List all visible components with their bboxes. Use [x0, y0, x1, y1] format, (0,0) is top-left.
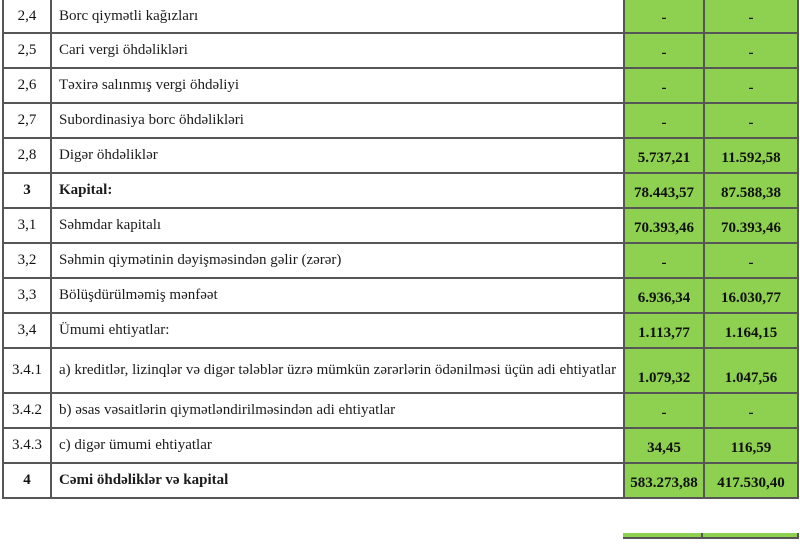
value-col1-cell: 5.737,21 — [623, 137, 705, 174]
label-cell: b) əsas vəsaitlərin qiymətləndirilməsind… — [50, 392, 625, 429]
table-row: 3,3 Bölüşdürülməmiş mənfəət 6.936,34 16.… — [2, 277, 799, 314]
row-number-cell: 3.4.2 — [2, 392, 52, 429]
value-col1-cell: - — [623, 67, 705, 104]
value-col1-cell: 1.113,77 — [623, 312, 705, 349]
row-number-cell: 3.4.1 — [2, 347, 52, 394]
value-col2-cell: - — [703, 242, 799, 279]
table-row-total: 4 Cəmi öhdəliklər və kapital 583.273,88 … — [2, 462, 799, 499]
label-cell: Bölüşdürülməmiş mənfəət — [50, 277, 625, 314]
row-number-cell: 2,5 — [2, 32, 52, 69]
row-number-cell: 3.4.3 — [2, 427, 52, 464]
label-cell: Digər öhdəliklər — [50, 137, 625, 174]
label-cell: Borc qiymətli kağızları — [50, 0, 625, 34]
value-col1-cell: 34,45 — [623, 427, 705, 464]
value-col1-cell: - — [623, 392, 705, 429]
table-row: 3,2 Səhmin qiymətinin dəyişməsindən gəli… — [2, 242, 799, 279]
row-number-cell: 3,3 — [2, 277, 52, 314]
value-col2-cell: - — [703, 32, 799, 69]
table-row: 2,6 Təxirə salınmış vergi öhdəliyi - - — [2, 67, 799, 104]
value-col2-cell: 70.393,46 — [703, 207, 799, 244]
value-col2-cell: 1.164,15 — [703, 312, 799, 349]
value-col1-cell: 583.273,88 — [623, 462, 705, 499]
label-cell: Təxirə salınmış vergi öhdəliyi — [50, 67, 625, 104]
value-col2-cell: 1.047,56 — [703, 347, 799, 394]
label-cell: c) digər ümumi ehtiyatlar — [50, 427, 625, 464]
table-row-section: 3 Kapital: 78.443,57 87.588,38 — [2, 172, 799, 209]
value-col1-cell: 78.443,57 — [623, 172, 705, 209]
value-col1-cell: - — [623, 242, 705, 279]
table-row: 3.4.1 a) kreditlər, lizinqlər və digər t… — [2, 347, 799, 394]
label-cell: a) kreditlər, lizinqlər və digər tələblə… — [50, 347, 625, 394]
value-col1-cell: 1.079,32 — [623, 347, 705, 394]
value-col1-cell: - — [623, 102, 705, 139]
row-number-cell: 3,2 — [2, 242, 52, 279]
label-cell: Kapital: — [50, 172, 625, 209]
table-row: 3.4.2 b) əsas vəsaitlərin qiymətləndiril… — [2, 392, 799, 429]
value-col2-cell: 16.030,77 — [703, 277, 799, 314]
table-row: 3.4.3 c) digər ümumi ehtiyatlar 34,45 11… — [2, 427, 799, 464]
value-col2-cell: - — [703, 392, 799, 429]
table-row: 2,4 Borc qiymətli kağızları - - — [2, 0, 799, 34]
value-col2-cell: 87.588,38 — [703, 172, 799, 209]
balance-sheet-table: 2,4 Borc qiymətli kağızları - - 2,5 Cari… — [2, 0, 799, 499]
row-number-cell: 3,1 — [2, 207, 52, 244]
table-row: 2,5 Cari vergi öhdəlikləri - - — [2, 32, 799, 69]
row-number-cell: 2,7 — [2, 102, 52, 139]
table-row: 3,4 Ümumi ehtiyatlar: 1.113,77 1.164,15 — [2, 312, 799, 349]
label-cell: Cari vergi öhdəlikləri — [50, 32, 625, 69]
table-row: 2,8 Digər öhdəliklər 5.737,21 11.592,58 — [2, 137, 799, 174]
row-number-cell: 2,8 — [2, 137, 52, 174]
label-cell: Ümumi ehtiyatlar: — [50, 312, 625, 349]
value-col1-cell: 6.936,34 — [623, 277, 705, 314]
table-row: 3,1 Səhmdar kapitalı 70.393,46 70.393,46 — [2, 207, 799, 244]
green-column-overflow — [623, 533, 799, 539]
value-col1-cell: - — [623, 32, 705, 69]
table-row: 2,7 Subordinasiya borc öhdəlikləri - - — [2, 102, 799, 139]
row-number-cell: 2,6 — [2, 67, 52, 104]
value-col2-cell: 116,59 — [703, 427, 799, 464]
value-col2-cell: 417.530,40 — [703, 462, 799, 499]
row-number-cell: 3 — [2, 172, 52, 209]
row-number-cell: 4 — [2, 462, 52, 499]
row-number-cell: 2,4 — [2, 0, 52, 34]
label-cell: Cəmi öhdəliklər və kapital — [50, 462, 625, 499]
value-col2-cell: - — [703, 0, 799, 34]
row-number-cell: 3,4 — [2, 312, 52, 349]
value-col2-cell: - — [703, 102, 799, 139]
value-col2-cell: - — [703, 67, 799, 104]
green-column-divider — [701, 533, 703, 537]
value-col2-cell: 11.592,58 — [703, 137, 799, 174]
label-cell: Subordinasiya borc öhdəlikləri — [50, 102, 625, 139]
value-col1-cell: - — [623, 0, 705, 34]
label-cell: Səhmin qiymətinin dəyişməsindən gəlir (z… — [50, 242, 625, 279]
label-cell: Səhmdar kapitalı — [50, 207, 625, 244]
value-col1-cell: 70.393,46 — [623, 207, 705, 244]
